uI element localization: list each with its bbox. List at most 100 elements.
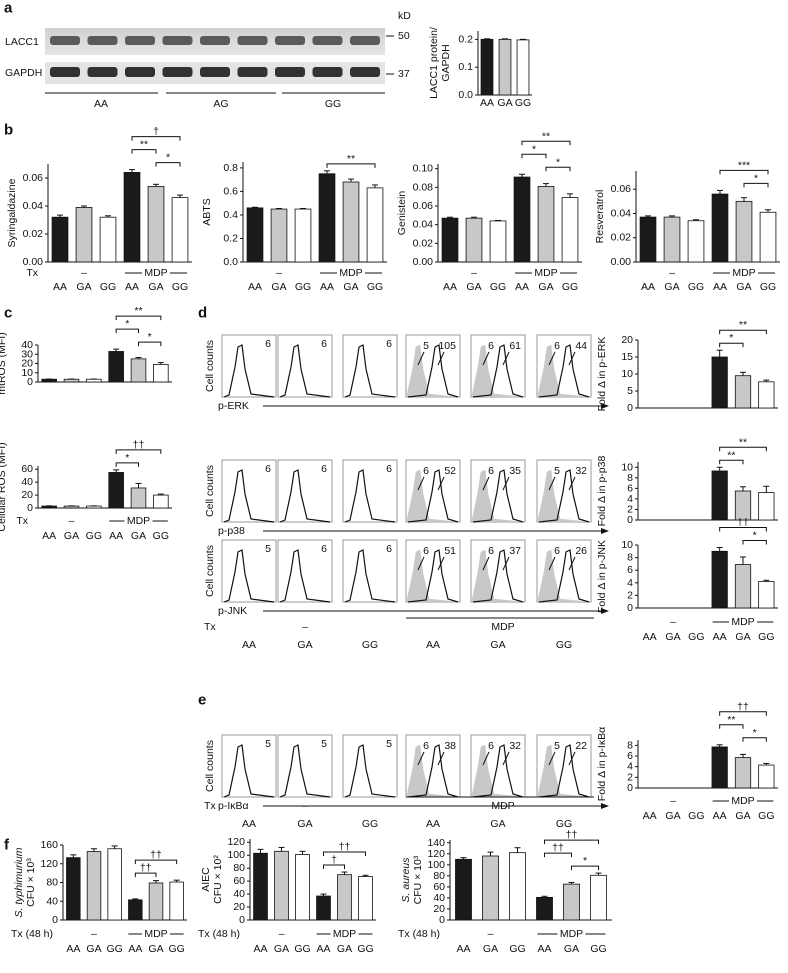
significance-label: * xyxy=(754,172,758,184)
bar xyxy=(482,855,499,921)
x-tick-label: AA xyxy=(643,810,657,822)
leader-line xyxy=(437,476,445,491)
flow-value: 5 xyxy=(265,738,271,750)
histogram xyxy=(344,344,396,398)
histogram xyxy=(223,469,275,523)
treatment-label: MDP xyxy=(732,267,755,279)
x-tick-label: GA xyxy=(564,943,579,955)
bar xyxy=(663,216,681,263)
x-tick-label: AA xyxy=(480,97,494,109)
histogram xyxy=(407,549,459,603)
treatment-label: MDP xyxy=(560,928,583,940)
blot-band xyxy=(87,36,118,45)
flow-value: 32 xyxy=(509,740,521,752)
leader-line xyxy=(482,556,490,571)
x-tick-label: GG xyxy=(168,943,184,955)
significance-bracket xyxy=(521,153,547,159)
histogram xyxy=(223,344,275,398)
x-tick-label: GA xyxy=(274,943,289,955)
y-tick-label: 20 xyxy=(21,489,33,501)
histogram xyxy=(472,744,524,798)
flow-value: 32 xyxy=(575,465,587,477)
significance-label: †† xyxy=(133,439,145,451)
treatment-label: MDP xyxy=(491,800,514,812)
control-label: – xyxy=(669,267,675,279)
histogram-control xyxy=(406,469,459,523)
y-axis-label: Fold Δ in p-IκBα xyxy=(596,727,608,801)
histogram-control xyxy=(406,744,459,798)
flow-value: 6 xyxy=(386,463,392,475)
histogram-control xyxy=(537,744,590,798)
blot-row-label: GAPDH xyxy=(5,67,42,79)
x-tick-label: GA xyxy=(736,281,751,293)
blot-marker: 50 xyxy=(398,30,410,42)
flow-y-label: Cell counts xyxy=(204,740,216,792)
significance-bracket xyxy=(131,149,157,154)
histogram-control xyxy=(471,469,524,523)
x-tick-label: GG xyxy=(100,281,116,293)
significance-bracket xyxy=(719,724,744,729)
y-tick-label: 8 xyxy=(627,739,633,751)
leader-line xyxy=(568,351,576,366)
blot-band xyxy=(200,67,230,77)
y-tick-label: 20 xyxy=(433,903,445,915)
bar xyxy=(66,857,81,921)
significance-label: * xyxy=(125,318,129,330)
significance-label: ** xyxy=(739,436,747,448)
y-tick-label: 0 xyxy=(439,914,445,926)
x-tick-label: GA xyxy=(64,530,79,542)
blot-band xyxy=(200,36,230,45)
bar xyxy=(509,852,526,921)
y-axis-label: ABTS xyxy=(201,198,213,225)
y-tick-label: 6 xyxy=(627,482,633,494)
y-tick-label: 6 xyxy=(627,750,633,762)
flow-value: 5 xyxy=(386,738,392,750)
histogram xyxy=(538,344,590,398)
bar xyxy=(63,378,80,383)
x-tick-label: GA xyxy=(490,818,505,830)
bar xyxy=(516,39,530,96)
bar xyxy=(130,358,147,383)
histogram xyxy=(344,744,396,798)
significance-label: †† xyxy=(566,829,578,841)
blot-row-label: LACC1 xyxy=(5,36,39,48)
significance-label: * xyxy=(729,332,733,344)
y-tick-label: 0.2 xyxy=(223,232,238,244)
blot-band xyxy=(350,36,380,45)
significance-label: ** xyxy=(542,130,550,142)
x-tick-label: GG xyxy=(367,281,383,293)
flow-value: 38 xyxy=(444,740,456,752)
significance-label: * xyxy=(148,331,152,343)
bar xyxy=(759,211,777,263)
x-tick-label: GA xyxy=(483,943,498,955)
flow-value: 6 xyxy=(386,543,392,555)
y-tick-label: 10 xyxy=(621,461,633,473)
y-tick-label: 60 xyxy=(21,463,33,475)
flow-value: 5 xyxy=(554,465,560,477)
blot-band xyxy=(237,67,268,77)
flow-value: 6 xyxy=(554,340,560,352)
significance-label: ** xyxy=(140,139,148,151)
flow-value: 22 xyxy=(575,740,587,752)
x-tick-label: GA xyxy=(76,281,91,293)
panel-label: d xyxy=(198,305,207,322)
flow-value: 5 xyxy=(554,740,560,752)
blot-marker: 37 xyxy=(398,68,410,80)
flow-value: 6 xyxy=(386,338,392,350)
significance-bracket xyxy=(323,864,345,870)
leader-line xyxy=(437,751,445,766)
bar xyxy=(316,895,331,921)
leader-line xyxy=(568,556,576,571)
histogram xyxy=(407,469,459,523)
blot-band xyxy=(87,67,118,77)
x-tick-label: GG xyxy=(760,281,776,293)
y-tick-label: 15 xyxy=(621,351,633,363)
histogram xyxy=(279,549,331,603)
flow-marker: p-ERK xyxy=(218,400,249,412)
bar xyxy=(337,874,352,921)
x-tick-label: GA xyxy=(148,943,163,955)
x-tick-label: GG xyxy=(758,810,774,822)
y-axis-label: S. typhimurium xyxy=(13,847,25,917)
x-tick-label: AA xyxy=(242,818,256,830)
